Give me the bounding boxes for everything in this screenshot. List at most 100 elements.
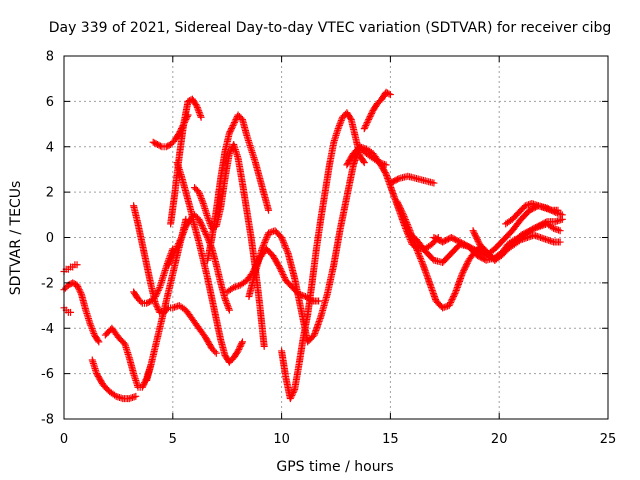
data-point-marker: [95, 338, 103, 346]
data-point-marker: [195, 108, 203, 116]
data-point-marker: [282, 245, 290, 253]
data-point-marker: [227, 126, 235, 134]
data-point-marker: [178, 232, 186, 240]
data-point-marker: [337, 118, 345, 126]
x-tick-label: 5: [169, 432, 177, 447]
data-point-marker: [401, 216, 409, 224]
data-point-marker: [402, 217, 410, 225]
data-point-marker: [194, 105, 202, 113]
data-point-marker: [196, 110, 204, 118]
data-point-marker: [196, 190, 204, 198]
data-point-marker: [430, 179, 438, 187]
data-point-marker: [225, 150, 233, 158]
data-point-marker: [154, 305, 162, 313]
data-point-marker: [261, 237, 269, 245]
data-point-marker: [193, 104, 201, 112]
data-point-marker: [196, 217, 204, 225]
y-tick-label: -2: [41, 276, 54, 291]
data-point-marker: [87, 323, 95, 331]
data-point-marker: [403, 220, 411, 228]
data-point-marker: [414, 248, 422, 256]
data-point-marker: [166, 258, 174, 266]
data-point-marker: [275, 263, 283, 271]
data-point-marker: [212, 349, 220, 357]
data-point-marker: [399, 211, 407, 219]
data-point-marker: [361, 123, 369, 131]
data-point-marker: [263, 232, 271, 240]
data-point-marker: [417, 256, 425, 264]
data-point-marker: [262, 235, 270, 243]
data-point-marker: [196, 112, 204, 120]
data-point-marker: [277, 266, 285, 274]
data-point-marker: [260, 342, 268, 350]
data-point-marker: [399, 209, 407, 217]
data-point-marker: [395, 202, 403, 210]
data-point-marker: [469, 227, 477, 235]
data-point-marker: [259, 243, 267, 251]
data-point-marker: [228, 125, 236, 133]
data-point-marker: [367, 111, 375, 119]
data-point-marker: [152, 301, 160, 309]
data-point-marker: [290, 387, 298, 395]
data-point-marker: [201, 227, 209, 235]
data-point-marker: [446, 300, 454, 308]
data-point-marker: [225, 304, 233, 312]
data-point-marker: [177, 235, 185, 243]
data-point-marker: [193, 102, 201, 110]
data-point-marker: [179, 229, 187, 237]
data-point-marker: [138, 383, 146, 391]
data-point-marker: [401, 214, 409, 222]
data-point-marker: [405, 224, 413, 232]
data-point-marker: [335, 121, 343, 129]
data-point-marker: [556, 227, 564, 235]
data-point-marker: [229, 122, 237, 130]
data-point-marker: [463, 259, 471, 267]
data-point-marker: [132, 392, 140, 400]
data-point-marker: [448, 296, 456, 304]
data-point-marker: [224, 303, 232, 311]
data-point-marker: [73, 261, 81, 269]
data-point-marker: [276, 265, 284, 273]
y-axis-label: SDTVAR / TECUs: [8, 181, 24, 296]
data-point-marker: [278, 268, 286, 276]
data-point-marker: [230, 119, 238, 127]
data-point-marker: [261, 238, 269, 246]
data-point-marker: [282, 243, 290, 251]
data-point-marker: [226, 128, 234, 136]
data-point-marker: [288, 390, 296, 398]
data-point-marker: [460, 267, 468, 275]
data-point-marker: [165, 259, 173, 267]
data-point-marker: [394, 200, 402, 208]
data-point-marker: [228, 123, 236, 131]
y-tick-label: 6: [46, 95, 54, 110]
axis-ticks: [63, 55, 609, 420]
data-point-marker: [170, 250, 178, 258]
data-point-marker: [173, 243, 181, 251]
data-point-marker: [235, 345, 243, 353]
data-point-marker: [289, 389, 297, 397]
x-tick-label: 20: [491, 432, 508, 447]
data-point-marker: [75, 284, 83, 292]
data-point-marker: [234, 347, 242, 355]
data-point-marker: [413, 246, 421, 254]
data-point-marker: [394, 199, 402, 207]
data-point-marker: [140, 380, 148, 388]
data-point-marker: [398, 208, 406, 216]
data-point-marker: [362, 122, 370, 130]
data-point-marker: [197, 193, 205, 201]
data-point-marker: [139, 382, 147, 390]
x-axis-label: GPS time / hours: [276, 459, 393, 475]
data-point-marker: [227, 147, 235, 155]
data-point-marker: [199, 198, 207, 206]
data-point-marker: [195, 107, 203, 115]
data-point-marker: [226, 148, 234, 156]
data-point-marker: [225, 306, 233, 314]
data-point-marker: [172, 246, 180, 254]
data-point-marker: [155, 285, 163, 293]
data-point-marker: [334, 125, 342, 133]
data-point-marker: [236, 344, 244, 352]
data-point-marker: [197, 220, 205, 228]
data-point-marker: [167, 256, 175, 264]
data-point-marker: [77, 289, 85, 297]
data-point-marker: [450, 292, 458, 300]
